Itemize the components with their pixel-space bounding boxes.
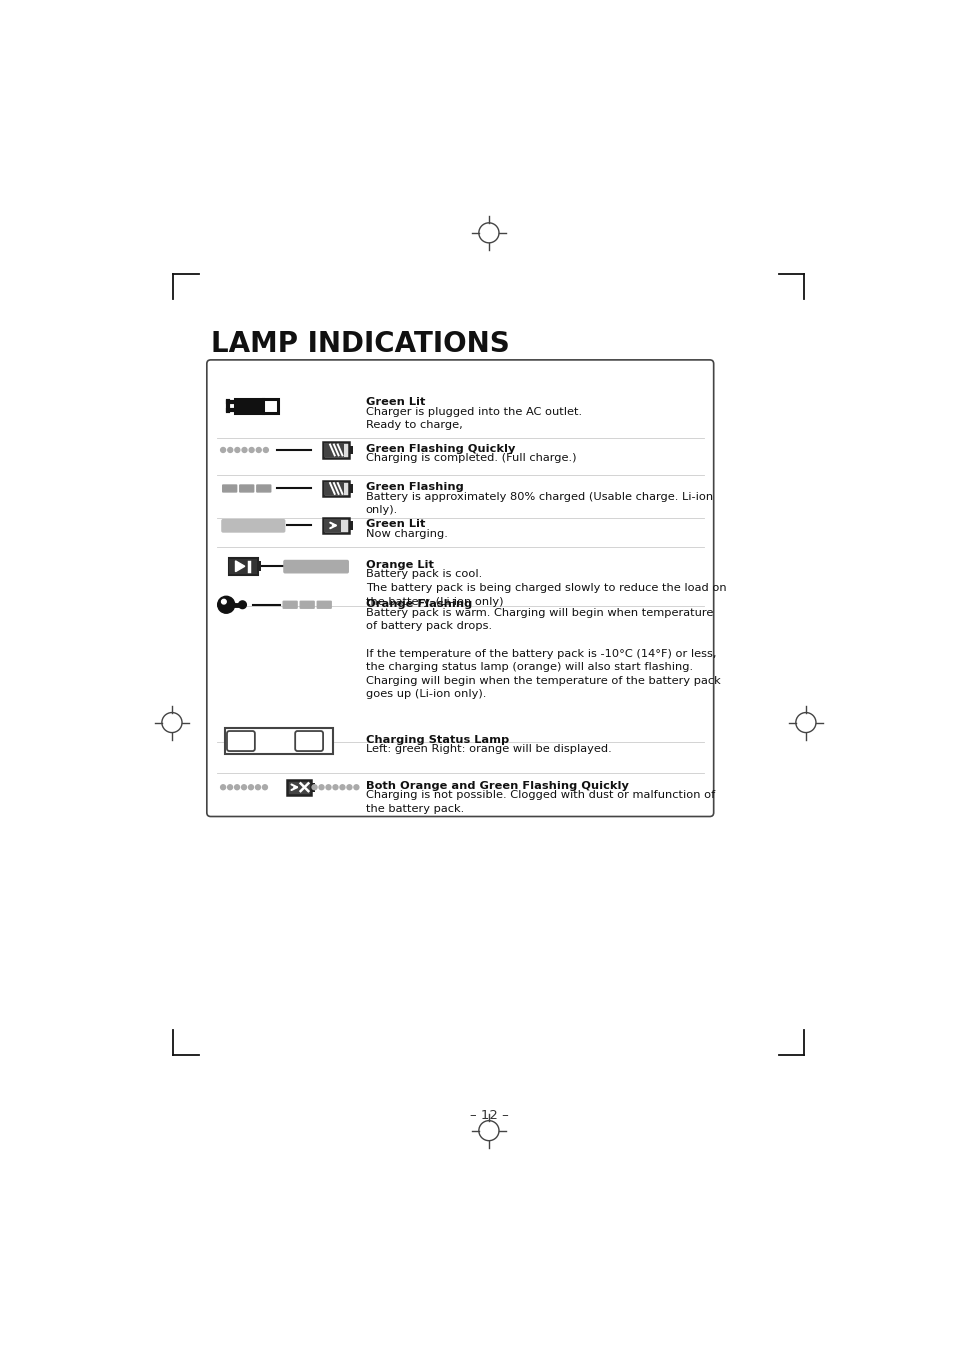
FancyBboxPatch shape (300, 601, 314, 609)
Bar (224, 728, 333, 755)
Circle shape (220, 784, 225, 790)
Bar (235, 400, 262, 413)
Circle shape (249, 784, 253, 790)
Circle shape (347, 784, 352, 790)
Bar (323, 443, 343, 456)
Circle shape (228, 447, 233, 452)
Text: Charging is not possible. Clogged with dust or malfunction of
the battery pack.: Charging is not possible. Clogged with d… (365, 790, 714, 814)
Circle shape (242, 447, 247, 452)
Text: Now charging.: Now charging. (365, 528, 447, 539)
Bar (323, 518, 349, 533)
FancyBboxPatch shape (284, 560, 348, 572)
FancyBboxPatch shape (227, 732, 254, 751)
Circle shape (326, 784, 331, 790)
Bar (349, 485, 353, 493)
Text: LAMP INDICATIONS: LAMP INDICATIONS (211, 329, 509, 358)
Bar (229, 558, 257, 575)
Bar (262, 400, 278, 413)
FancyBboxPatch shape (222, 520, 284, 532)
Text: Battery is approximately 80% charged (Usable charge. Li-ion
only).: Battery is approximately 80% charged (Us… (365, 491, 712, 516)
Circle shape (263, 447, 268, 452)
Text: – 12 –: – 12 – (469, 1108, 508, 1122)
Text: Left: green Right: orange will be displayed.: Left: green Right: orange will be displa… (365, 744, 611, 755)
Circle shape (339, 784, 345, 790)
Text: Charger is plugged into the AC outlet.
Ready to charge,: Charger is plugged into the AC outlet. R… (365, 406, 581, 431)
Text: Green Flashing: Green Flashing (365, 482, 463, 493)
Circle shape (318, 784, 324, 790)
Circle shape (249, 447, 253, 452)
Bar (286, 779, 311, 795)
FancyBboxPatch shape (256, 485, 271, 491)
Text: Green Lit: Green Lit (365, 520, 425, 529)
Text: Both Orange and Green Flashing Quickly: Both Orange and Green Flashing Quickly (365, 782, 628, 791)
Bar (349, 446, 353, 455)
Circle shape (238, 601, 246, 609)
Circle shape (312, 784, 316, 790)
FancyBboxPatch shape (283, 601, 296, 609)
Text: Orange Flashing: Orange Flashing (365, 598, 472, 609)
FancyBboxPatch shape (317, 601, 331, 609)
Bar (236, 401, 261, 412)
Circle shape (256, 447, 261, 452)
Bar (349, 521, 353, 529)
Circle shape (333, 784, 337, 790)
Text: Charging is completed. (Full charge.): Charging is completed. (Full charge.) (365, 454, 576, 463)
Bar (229, 559, 257, 574)
Polygon shape (235, 560, 245, 571)
Circle shape (354, 784, 358, 790)
Bar (323, 443, 349, 458)
Bar (323, 481, 349, 497)
Text: Green Flashing Quickly: Green Flashing Quickly (365, 444, 515, 454)
Text: Battery pack is cool.
The battery pack is being charged slowly to reduce the loa: Battery pack is cool. The battery pack i… (365, 570, 725, 606)
Text: Orange Lit: Orange Lit (365, 560, 433, 570)
Bar (311, 783, 314, 792)
Circle shape (228, 784, 233, 790)
Circle shape (217, 597, 234, 613)
Circle shape (234, 784, 239, 790)
Circle shape (262, 784, 267, 790)
Text: Charging Status Lamp: Charging Status Lamp (365, 734, 508, 745)
FancyBboxPatch shape (294, 732, 323, 751)
Circle shape (234, 447, 239, 452)
Circle shape (241, 784, 246, 790)
Circle shape (221, 599, 226, 603)
FancyBboxPatch shape (207, 360, 713, 817)
Bar (323, 482, 343, 495)
Bar (257, 562, 261, 571)
FancyBboxPatch shape (222, 485, 236, 491)
Bar (323, 518, 340, 532)
FancyBboxPatch shape (239, 485, 253, 491)
Text: Battery pack is warm. Charging will begin when temperature
of battery pack drops: Battery pack is warm. Charging will begi… (365, 608, 720, 699)
Text: Green Lit: Green Lit (365, 397, 425, 406)
Circle shape (255, 784, 260, 790)
Circle shape (220, 447, 225, 452)
